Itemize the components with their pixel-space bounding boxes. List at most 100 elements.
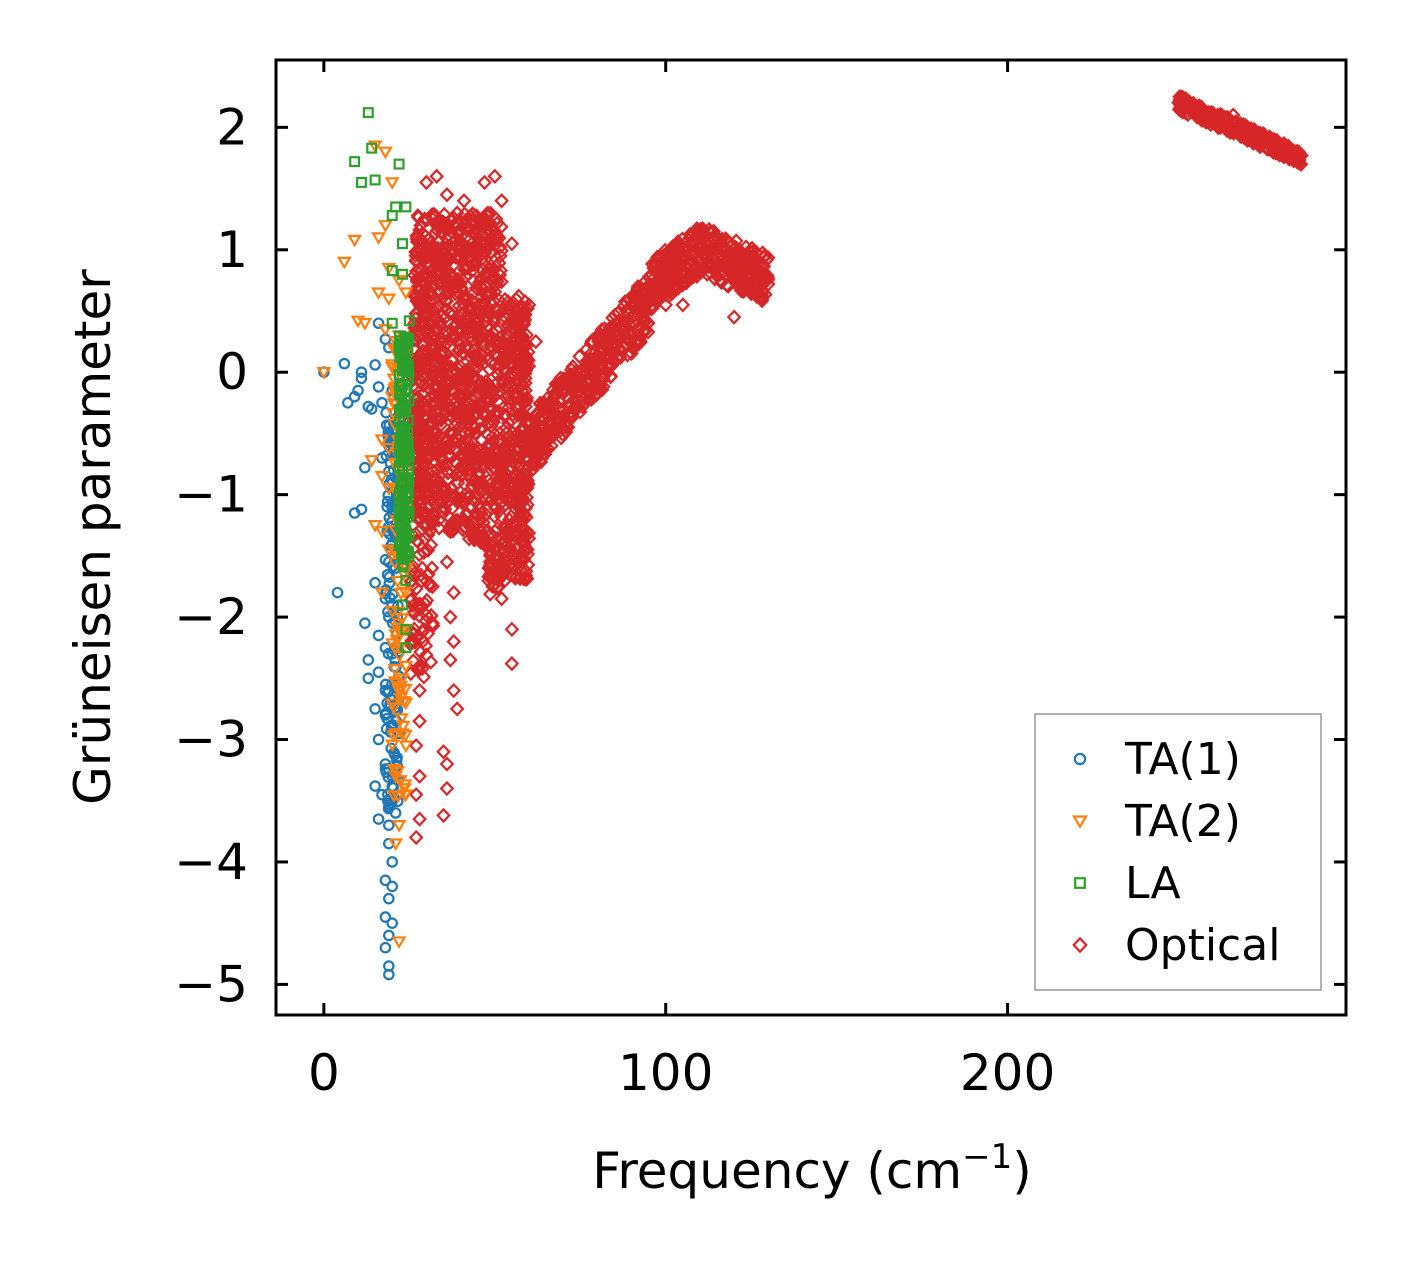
data-point-optical [429, 168, 444, 184]
data-point-ta1 [383, 929, 395, 942]
data-point-ta1 [369, 703, 381, 715]
data-point-optical [702, 265, 718, 281]
data-point-optical [706, 223, 722, 239]
data-point-ta1 [386, 880, 399, 893]
data-point-ta2 [398, 287, 414, 301]
data-point-optical [426, 314, 442, 331]
data-point-optical [408, 786, 424, 803]
data-point-optical [416, 304, 431, 321]
data-point-ta1 [372, 666, 385, 678]
data-point-la [398, 415, 410, 427]
data-point-optical [447, 385, 462, 401]
data-point-optical [665, 254, 680, 270]
data-point-optical [426, 206, 442, 223]
x-tick-label: 200 [960, 1044, 1055, 1102]
data-point-optical [692, 229, 708, 246]
data-point-optical [444, 282, 459, 298]
data-point-optical [754, 290, 770, 307]
data-point-optical [419, 647, 434, 663]
data-point-optical [504, 236, 520, 252]
data-point-optical [684, 254, 699, 270]
data-point-optical [636, 314, 652, 330]
data-point-ta1 [362, 654, 375, 666]
data-point-optical [591, 376, 606, 393]
data-point-optical [458, 212, 474, 228]
data-point-optical [496, 373, 512, 390]
data-point-optical [446, 425, 461, 442]
data-point-optical [596, 378, 611, 395]
data-point-optical [475, 262, 490, 278]
data-point-optical [721, 234, 736, 251]
data-point-ta2 [391, 936, 407, 949]
data-point-optical [1171, 95, 1186, 111]
data-point-optical [416, 544, 432, 561]
data-point-optical [633, 333, 648, 349]
data-point-optical [504, 655, 520, 672]
data-point-ta1 [386, 856, 399, 868]
data-point-optical [755, 268, 770, 284]
data-point-optical [406, 605, 422, 622]
data-point-optical [644, 286, 660, 302]
x-tick-label: 100 [618, 1044, 713, 1102]
data-point-optical [1253, 125, 1268, 142]
data-point-optical [485, 324, 501, 341]
data-point-optical [476, 294, 492, 310]
data-point-optical [487, 168, 503, 184]
data-point-ta2 [364, 455, 380, 468]
data-point-optical [582, 389, 598, 405]
data-point-optical [467, 490, 483, 506]
data-point-optical [418, 245, 434, 261]
data-point-optical [404, 632, 419, 649]
data-point-optical [435, 289, 451, 305]
data-point-optical [408, 248, 423, 264]
data-point-optical [418, 607, 434, 623]
data-point-la [362, 107, 374, 119]
data-point-optical [578, 394, 594, 411]
data-point-optical [423, 522, 438, 538]
data-point-optical [497, 572, 513, 588]
data-point-la [396, 238, 408, 250]
data-point-ta2 [389, 678, 404, 691]
data-point-optical [553, 370, 568, 386]
data-point-ta1 [352, 384, 364, 397]
data-point-optical [502, 447, 518, 463]
data-point-la [397, 527, 409, 539]
data-point-optical [474, 215, 490, 231]
data-point-optical [744, 240, 760, 256]
data-point-optical [757, 247, 773, 264]
data-point-optical [412, 811, 427, 827]
data-point-optical [555, 401, 571, 417]
data-point-la [395, 435, 407, 447]
y-tick-label: −4 [174, 833, 248, 891]
data-point-optical [1198, 105, 1214, 121]
data-point-ta1 [379, 911, 392, 923]
data-point-optical [1239, 119, 1255, 135]
data-point-optical [593, 326, 609, 343]
data-point-optical [420, 542, 436, 558]
data-point-optical [489, 232, 505, 248]
data-point-optical [472, 501, 488, 517]
data-point-optical [424, 210, 440, 226]
legend-label-ta1: TA(1) [1124, 734, 1241, 785]
data-point-optical [433, 395, 449, 411]
data-point-optical [522, 434, 537, 451]
data-point-optical [439, 217, 454, 233]
data-point-optical [412, 682, 427, 699]
data-point-optical [543, 395, 559, 412]
data-point-optical [679, 275, 694, 291]
data-point-optical [514, 327, 530, 344]
data-point-ta2 [392, 775, 408, 788]
data-point-optical [534, 440, 549, 456]
data-point-optical [417, 485, 433, 502]
data-point-optical [412, 510, 428, 526]
data-point-optical [733, 264, 749, 280]
data-point-ta1 [372, 381, 385, 393]
data-point-optical [513, 467, 528, 483]
data-point-optical [416, 284, 431, 300]
data-point-optical [467, 257, 482, 273]
data-point-optical [411, 459, 427, 475]
data-point-ta2 [393, 587, 409, 601]
data-point-optical [462, 461, 477, 477]
data-point-optical [465, 528, 480, 544]
data-point-la [390, 201, 402, 213]
